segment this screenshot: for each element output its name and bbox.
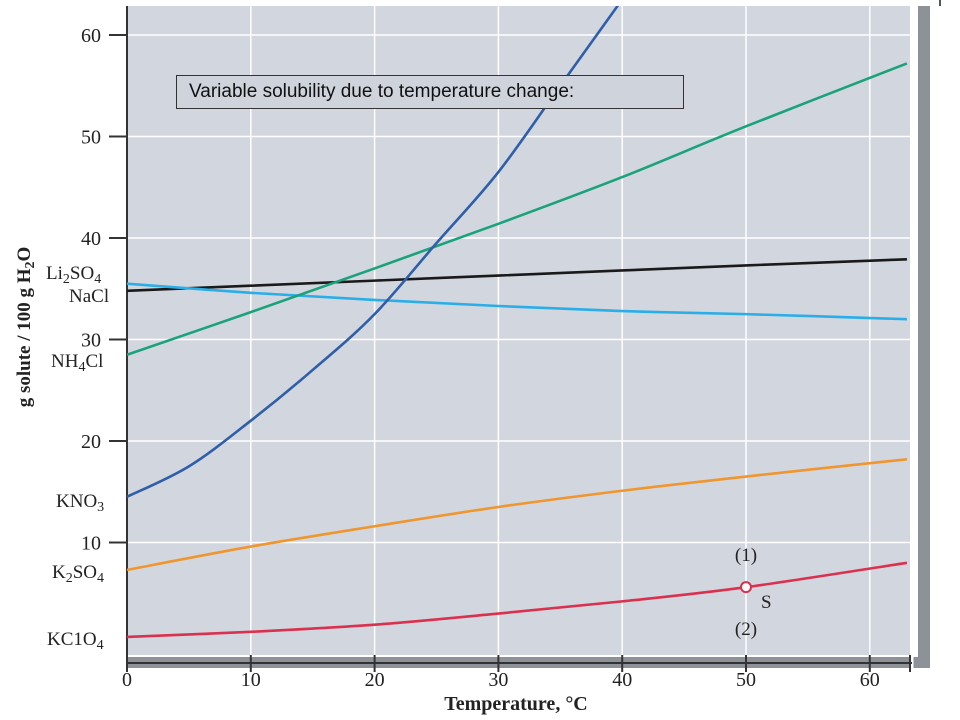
x-tick-labels: 0 10 20 30 40 50 60 [122,669,880,691]
x-tick-label: 10 [241,669,261,691]
y-tick-label: 50 [81,127,101,149]
series-line-kno3 [127,6,620,498]
y-tick-label: 60 [81,25,101,47]
point-s: S (1) (2) [735,545,772,640]
x-tick-label: 50 [736,669,756,691]
x-tick-label: 40 [612,669,632,691]
series-line-nh4cl [127,62,908,356]
y-tick-label: 20 [81,431,101,453]
region-label-below: (2) [735,619,757,640]
series-line-k2so4 [127,457,908,572]
series-label-kclo4: KC1O4 [47,629,104,653]
annotation-box: Variable solubility due to temperature c… [176,75,684,109]
y-axis-label: g solute / 100 g H2O [14,247,38,408]
x-axis-label: Temperature, °C [444,693,588,715]
series-label-nh4cl: NH4Cl [51,351,103,375]
point-marker [740,581,752,594]
x-tick-label: 60 [860,669,880,691]
series-line-li2so4 [127,258,907,293]
series-line-nacl [127,282,907,321]
y-tick-label: 40 [81,228,101,250]
y-tick-label: 10 [81,533,101,555]
y-tick-labels: 10 20 30 40 50 60 [81,25,101,555]
region-label-above: (1) [735,545,757,566]
series-label-k2so4: K2SO4 [52,562,104,586]
right-shadow [918,6,930,668]
grid-lines [127,6,910,655]
axes [109,6,912,672]
x-tick-label: 30 [488,669,508,691]
series-label-nacl: NaCl [69,286,109,307]
series-label-li2so4: Li2SO4 [46,263,101,287]
y-tick-label: 30 [81,330,101,352]
series-label-kno3: KNO3 [56,491,104,515]
x-tick-label: 20 [365,669,385,691]
point-label: S [761,592,772,613]
x-tick-label: 0 [122,669,132,691]
